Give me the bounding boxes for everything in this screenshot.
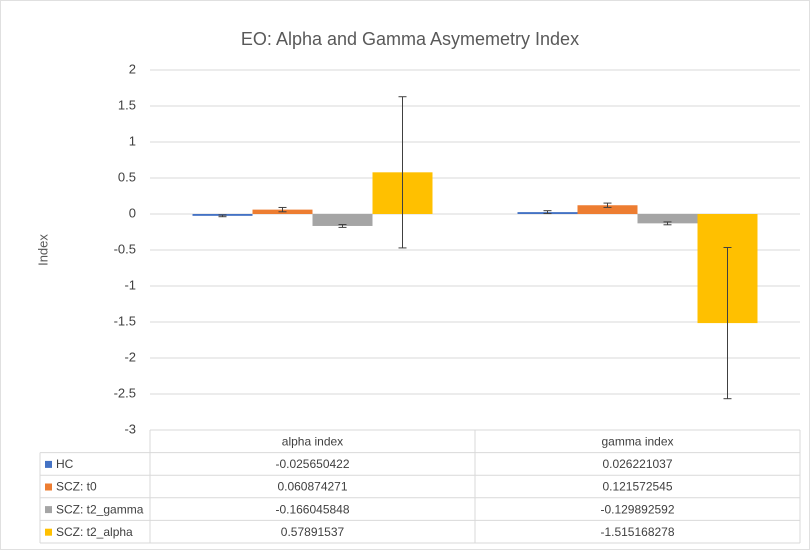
y-tick-label: -1.5	[114, 313, 136, 328]
y-tick-label: -3	[124, 421, 136, 436]
table-value: -1.515168278	[600, 525, 674, 539]
legend-key	[45, 460, 52, 468]
legend-label: HC	[56, 457, 74, 471]
x-tick-label: alpha index	[282, 434, 343, 448]
y-tick-label: -0.5	[114, 241, 136, 256]
y-tick-label: 1	[129, 133, 136, 148]
legend-label: SCZ: t2_gamma	[56, 502, 144, 516]
error-bar	[218, 214, 227, 218]
bar	[577, 205, 638, 214]
error-bar	[398, 96, 407, 249]
y-tick-label: -2	[124, 349, 136, 364]
table-value: 0.060874271	[277, 480, 347, 494]
y-tick-label: -2.5	[114, 385, 136, 400]
table-value: -0.166045848	[275, 502, 349, 516]
legend-label: SCZ: t0	[56, 480, 97, 494]
error-bar	[723, 246, 732, 400]
y-tick-label: 1.5	[118, 97, 136, 112]
bar	[312, 214, 373, 226]
x-tick-label: gamma index	[601, 434, 673, 448]
error-bar	[663, 221, 672, 226]
error-bar	[278, 206, 287, 213]
legend-key	[45, 483, 52, 491]
bar	[637, 214, 698, 224]
table-value: 0.026221037	[602, 457, 672, 471]
y-tick-label: 0	[129, 205, 136, 220]
y-tick-label: -1	[124, 277, 136, 292]
table-value: -0.025650422	[275, 457, 349, 471]
chart-title: EO: Alpha and Gamma Asymemetry Index	[241, 29, 579, 49]
legend-key	[45, 528, 52, 536]
error-bar	[603, 202, 612, 208]
legend-key	[45, 506, 52, 514]
table-value: 0.121572545	[602, 480, 672, 494]
y-tick-label: 2	[129, 61, 136, 76]
y-axis-label: Index	[35, 234, 50, 266]
table-value: -0.129892592	[600, 502, 674, 516]
legend-label: SCZ: t2_alpha	[56, 525, 133, 539]
error-bar	[338, 224, 347, 228]
table-value: 0.57891537	[281, 525, 345, 539]
y-tick-label: 0.5	[118, 169, 136, 184]
error-bar	[543, 210, 552, 215]
